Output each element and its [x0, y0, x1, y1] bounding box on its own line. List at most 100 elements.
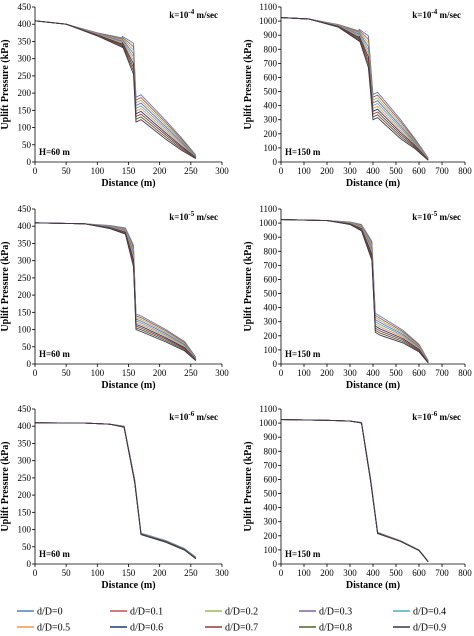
chart-panel-4: 0 100 200 300 400 500 600 700 800 0 100 200 300 400 50…: [243, 204, 472, 391]
y-tick-label: 450: [18, 2, 32, 12]
y-tick-label: 400: [264, 503, 278, 513]
x-tick-label: 700: [435, 368, 449, 378]
x-tick-label: 250: [184, 368, 198, 378]
y-tick-label: 200: [18, 490, 32, 500]
x-tick-label: 700: [435, 568, 449, 578]
y-tick-label: 50: [22, 342, 32, 352]
y-tick-label: 100: [18, 123, 32, 133]
y-tick-label: 100: [18, 525, 32, 535]
x-tick-label: 200: [320, 166, 334, 176]
y-tick-label: 800: [264, 44, 278, 54]
y-axis-label: Uplift Pressure (kPa): [243, 241, 254, 331]
legend-label: d/D=0.6: [130, 623, 163, 634]
y-tick-label: 400: [18, 19, 32, 29]
legend-label: d/D=0.7: [225, 623, 258, 634]
head-label: H=150 m: [285, 349, 321, 359]
y-tick-label: 400: [264, 303, 278, 313]
series-line-7: [280, 419, 429, 562]
y-tick-label: 400: [18, 221, 32, 231]
y-tick-label: 250: [18, 473, 32, 483]
x-axis-label: Distance (m): [346, 580, 400, 591]
y-tick-label: 450: [18, 204, 32, 214]
y-tick-label: 300: [264, 115, 278, 125]
y-tick-label: 600: [264, 274, 278, 284]
y-tick-label: 500: [264, 87, 278, 97]
series-line-3: [34, 422, 197, 559]
series-line-0: [280, 419, 429, 562]
x-tick-label: 300: [343, 368, 357, 378]
legend-label: d/D=0.8: [319, 623, 352, 634]
x-tick-label: 600: [412, 166, 426, 176]
x-tick-label: 300: [215, 166, 229, 176]
chart-panel-5: 0 50 100 150 200 250 300 0 50 100 150 200 250 300 350 4…: [0, 404, 229, 591]
series-line-9: [280, 17, 429, 161]
series-line-4: [34, 422, 197, 559]
y-axis-label: Uplift Pressure (kPa): [243, 441, 254, 531]
y-tick-label: 0: [27, 157, 32, 167]
y-tick-label: 250: [18, 273, 32, 283]
y-tick-label: 600: [264, 72, 278, 82]
chart-panel-6: 0 100 200 300 400 500 600 700 800 0 100 200 300 400 50…: [243, 404, 472, 591]
y-tick-label: 800: [264, 446, 278, 456]
x-tick-label: 600: [412, 368, 426, 378]
y-tick-label: 200: [264, 129, 278, 139]
x-tick-label: 150: [122, 568, 136, 578]
x-tick-label: 100: [297, 166, 311, 176]
series-line-6: [280, 419, 429, 562]
series-line-0: [34, 422, 197, 558]
x-tick-label: 400: [366, 166, 380, 176]
x-tick-label: 500: [389, 166, 403, 176]
x-axis-label: Distance (m): [101, 380, 155, 391]
y-tick-label: 1100: [259, 2, 277, 12]
y-tick-label: 400: [264, 101, 278, 111]
permeability-label: k=10-6 m/sec: [412, 410, 461, 422]
x-tick-label: 50: [62, 568, 72, 578]
head-label: H=150 m: [285, 147, 321, 157]
legend-label: d/D=0.9: [413, 623, 446, 634]
x-tick-label: 200: [153, 166, 167, 176]
series-line-2: [34, 222, 197, 359]
x-axis-label: Distance (m): [346, 178, 400, 189]
series-line-9: [34, 20, 197, 159]
y-tick-label: 200: [18, 290, 32, 300]
permeability-label: k=10-4 m/sec: [169, 8, 218, 20]
x-tick-label: 200: [153, 568, 167, 578]
x-tick-label: 250: [184, 166, 198, 176]
y-axis-label: Uplift Pressure (kPa): [0, 441, 11, 531]
x-tick-label: 800: [458, 166, 472, 176]
y-tick-label: 500: [264, 489, 278, 499]
y-tick-label: 500: [264, 289, 278, 299]
series-line-6: [280, 219, 429, 363]
y-tick-label: 350: [18, 438, 32, 448]
y-tick-label: 1000: [259, 218, 278, 228]
y-tick-label: 1000: [259, 418, 278, 428]
permeability-label: k=10-6 m/sec: [169, 410, 218, 422]
legend: d/D=0 d/D=0.1 d/D=0.2 d/D=0.3 d/D=0.4 d/D=0.5…: [17, 607, 446, 634]
y-axis-label: Uplift Pressure (kPa): [0, 39, 11, 129]
x-tick-label: 100: [91, 166, 105, 176]
y-tick-label: 300: [18, 54, 32, 64]
x-tick-label: 0: [279, 166, 284, 176]
series-line-3: [280, 419, 429, 562]
y-tick-label: 600: [264, 474, 278, 484]
series-line-6: [280, 17, 429, 160]
y-tick-label: 400: [18, 421, 32, 431]
x-tick-label: 100: [297, 368, 311, 378]
series-line-2: [280, 419, 429, 562]
y-tick-label: 150: [18, 307, 32, 317]
chart-panel-1: 0 50 100 150 200 250 300 0 50 100 150 200 250 300 350 4…: [0, 2, 229, 189]
y-tick-label: 800: [264, 246, 278, 256]
x-tick-label: 300: [215, 568, 229, 578]
y-tick-label: 100: [264, 143, 278, 153]
x-tick-label: 50: [62, 368, 72, 378]
series-line-8: [280, 419, 429, 562]
head-label: H=60 m: [39, 349, 70, 359]
x-tick-label: 50: [62, 166, 72, 176]
legend-label: d/D=0.1: [130, 607, 163, 618]
x-tick-label: 400: [366, 368, 380, 378]
y-tick-label: 300: [264, 517, 278, 527]
permeability-label: k=10-4 m/sec: [412, 8, 461, 20]
head-label: H=60 m: [39, 147, 70, 157]
y-tick-label: 700: [264, 58, 278, 68]
